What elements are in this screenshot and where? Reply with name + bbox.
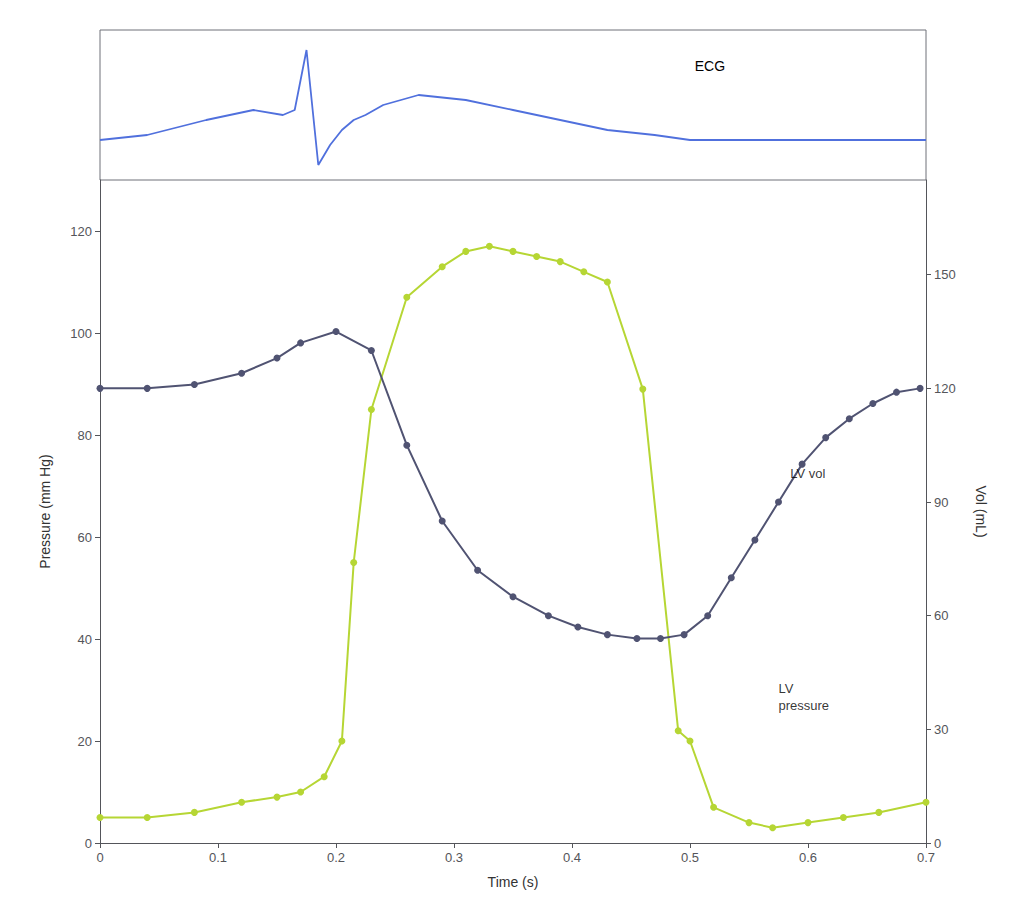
svg-text:0.1: 0.1: [209, 850, 227, 865]
svg-text:30: 30: [934, 722, 948, 737]
svg-text:0: 0: [96, 850, 103, 865]
svg-text:Time (s): Time (s): [488, 874, 539, 890]
svg-text:pressure: pressure: [779, 698, 830, 713]
svg-text:0.3: 0.3: [445, 850, 463, 865]
svg-text:20: 20: [78, 734, 92, 749]
svg-text:90: 90: [934, 495, 948, 510]
svg-text:Vol (mL): Vol (mL): [973, 485, 989, 537]
svg-text:LV: LV: [779, 681, 794, 696]
svg-text:0.4: 0.4: [563, 850, 581, 865]
svg-text:40: 40: [78, 632, 92, 647]
svg-text:0: 0: [934, 836, 941, 851]
svg-text:ECG: ECG: [695, 58, 725, 74]
svg-text:60: 60: [934, 608, 948, 623]
svg-text:120: 120: [70, 224, 92, 239]
svg-text:150: 150: [934, 267, 956, 282]
svg-text:120: 120: [934, 381, 956, 396]
svg-text:Pressure (mm Hg): Pressure (mm Hg): [37, 454, 53, 568]
svg-text:0.7: 0.7: [917, 850, 935, 865]
svg-text:0.6: 0.6: [799, 850, 817, 865]
svg-text:80: 80: [78, 428, 92, 443]
svg-text:0: 0: [85, 836, 92, 851]
svg-text:100: 100: [70, 326, 92, 341]
svg-text:LV vol: LV vol: [790, 466, 825, 481]
svg-text:60: 60: [78, 530, 92, 545]
svg-text:0.5: 0.5: [681, 850, 699, 865]
svg-text:0.2: 0.2: [327, 850, 345, 865]
